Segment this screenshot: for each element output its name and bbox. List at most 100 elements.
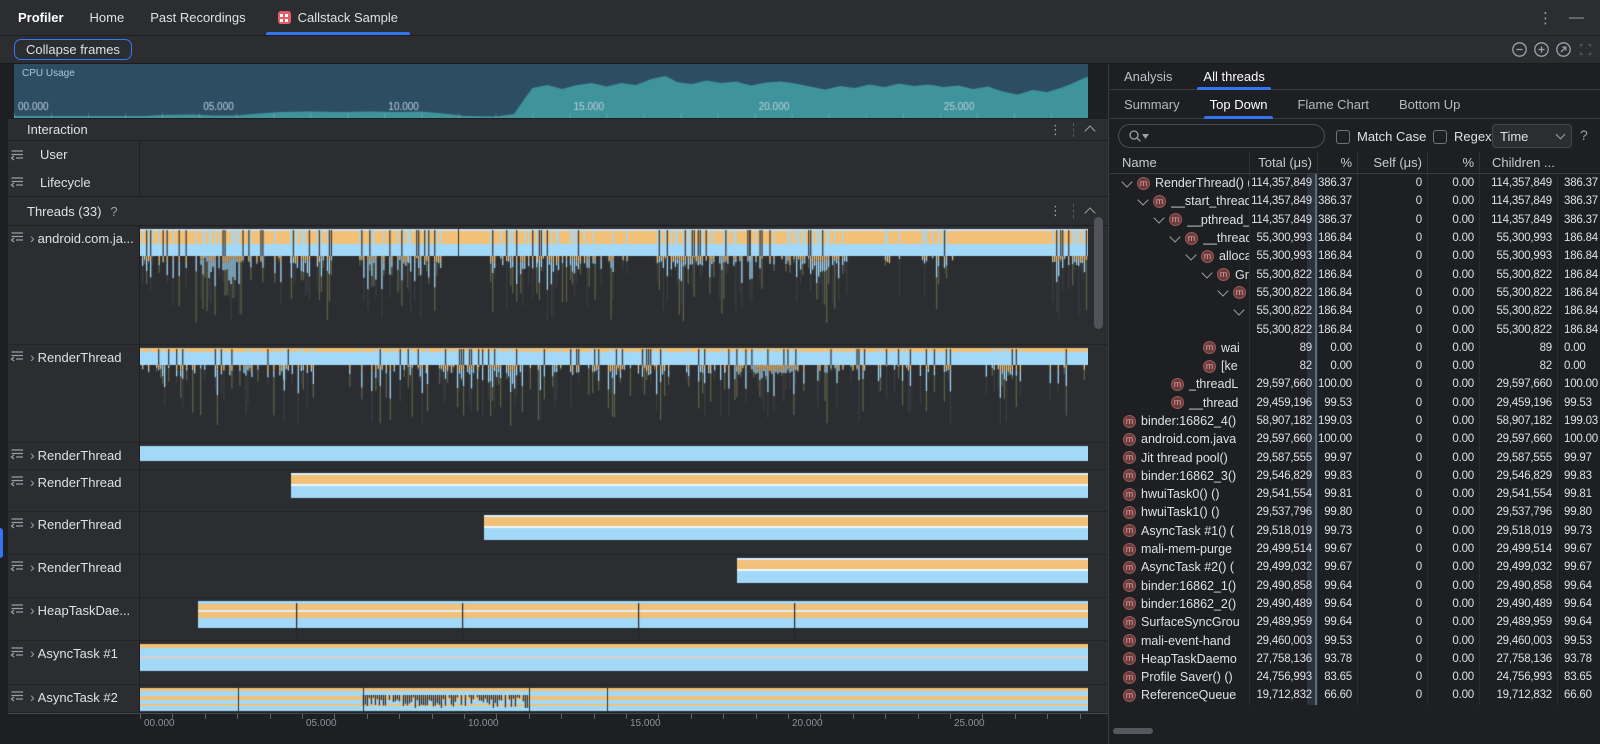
reset-zoom-icon[interactable] <box>1555 41 1572 58</box>
thread-track-canvas[interactable] <box>140 226 1088 345</box>
interaction-collapse-icon[interactable] <box>1084 125 1096 137</box>
regex-checkbox[interactable]: Regex <box>1433 129 1492 144</box>
table-row[interactable]: mGra55,300,822186.8400.0055,300,822186.8… <box>1110 265 1600 284</box>
column-header-self-pct[interactable]: % <box>1428 152 1480 173</box>
table-row[interactable]: m binder:16862_1() 29,490,858 99.64 0 0.00 29,… <box>1110 576 1600 595</box>
interaction-row-lifecycle[interactable]: Lifecycle <box>8 168 1108 196</box>
search-input[interactable] <box>1118 124 1325 148</box>
thread-track-canvas[interactable] <box>140 598 1088 641</box>
checkbox[interactable] <box>1433 129 1447 144</box>
horizontal-scrollbar[interactable] <box>1113 728 1153 734</box>
tab-all-threads[interactable]: All threads <box>1197 64 1271 90</box>
column-header-self[interactable]: Self (μs) <box>1358 152 1428 173</box>
table-row[interactable]: m AsyncTask #2() (29,499,032 99.67 0 0.00 29,… <box>1110 558 1600 577</box>
table-row[interactable]: m __thread 29,459,196 99.53 0 0.00 29,459,196 9… <box>1110 393 1600 412</box>
thread-track-canvas[interactable] <box>140 512 1088 555</box>
expand-chevron-icon[interactable]: › <box>30 474 35 490</box>
expand-chevron-icon[interactable]: › <box>30 447 35 463</box>
table-row[interactable]: m HeapTaskDaemo 27,758,136 93.78 0 0.00 27,758… <box>1110 649 1600 669</box>
zoom-in-icon[interactable] <box>1533 41 1550 58</box>
expand-chevron-icon[interactable]: › <box>30 645 35 661</box>
table-row[interactable]: m _threadL 29,597,660 100.00 0 0.00 29,597,660… <box>1110 375 1600 394</box>
search-field[interactable] <box>1154 127 1308 145</box>
table-row[interactable]: m [ke 82 0.00 0 0.00 82 0.00 <box>1110 356 1600 376</box>
threads-menu-icon[interactable]: ⋮ <box>1049 203 1062 218</box>
table-row[interactable]: m alloca 55,300,993 186.84 0 0.00 55,300,993 18… <box>1110 247 1600 266</box>
table-row[interactable]: m hwuiTask0() () 29,541,554 99.81 0 0.00 29,54… <box>1110 485 1600 504</box>
chevron-down-icon[interactable] <box>1153 212 1165 224</box>
chevron-down-icon[interactable] <box>1201 267 1213 279</box>
table-row[interactable]: m Profile Saver() () 24,756,993 83.65 0 0.00 2… <box>1110 668 1600 687</box>
thread-row-0[interactable]: › android.com.ja... <box>8 226 1108 345</box>
zoom-out-icon[interactable] <box>1511 41 1528 58</box>
column-header-children[interactable]: Children ... <box>1492 155 1555 170</box>
table-row[interactable]: m RenderThread() (114,357,849 386.37 0 0.00 1… <box>1110 174 1600 193</box>
tab-callstack-sample[interactable]: Callstack Sample <box>265 0 411 35</box>
expand-chevron-icon[interactable]: › <box>30 516 35 532</box>
column-header-total[interactable]: Total (μs) <box>1250 152 1318 173</box>
thread-track-canvas[interactable] <box>140 470 1088 512</box>
tool-window-stripe-indicator[interactable] <box>0 528 3 558</box>
filter-help-icon[interactable]: ? <box>1580 127 1588 143</box>
thread-track-canvas[interactable] <box>140 641 1088 685</box>
threads-help-icon[interactable]: ? <box>110 203 118 219</box>
chevron-down-icon[interactable] <box>1121 175 1133 188</box>
threads-collapse-icon[interactable] <box>1084 206 1096 219</box>
column-header-total-pct[interactable]: % <box>1318 152 1358 173</box>
subtab-top-down[interactable]: Top Down <box>1202 90 1276 119</box>
collapse-frames-button[interactable]: Collapse frames <box>14 39 132 60</box>
chevron-down-icon[interactable] <box>1233 304 1245 316</box>
expand-chevron-icon[interactable]: › <box>30 689 35 705</box>
table-row[interactable]: m binder:16862_4() 58,907,182 199.03 0 0.00 58… <box>1110 411 1600 431</box>
thread-row-4[interactable]: › RenderThread <box>8 512 1108 555</box>
thread-row-6[interactable]: › HeapTaskDae... <box>8 598 1108 641</box>
table-row[interactable]: m SurfaceSyncGrou 29,489,959 99.64 0 0.00 29,4… <box>1110 613 1600 632</box>
thread-row-1[interactable]: › RenderThread <box>8 345 1108 443</box>
chevron-down-icon[interactable] <box>1137 194 1149 206</box>
subtab-flame-chart[interactable]: Flame Chart <box>1297 96 1369 112</box>
table-row[interactable]: m hwuiTask1() () 29,537,796 99.80 0 0.00 29,53… <box>1110 503 1600 522</box>
table-row[interactable]: m wai 89 0.00 0 0.00 89 0.00 <box>1110 338 1600 357</box>
thread-row-8[interactable]: › AsyncTask #2 <box>8 685 1108 713</box>
cpu-usage-canvas[interactable] <box>14 64 1088 118</box>
chevron-down-icon[interactable] <box>1217 285 1229 298</box>
match-case-checkbox[interactable]: Match Case <box>1336 129 1426 144</box>
threads-section-header[interactable]: Threads (33) ? ⋮ <box>8 196 1108 226</box>
thread-track-canvas[interactable] <box>140 685 1088 713</box>
minimize-icon[interactable]: — <box>1569 9 1584 26</box>
expand-chevron-icon[interactable]: › <box>30 602 35 618</box>
interaction-menu-icon[interactable]: ⋮ <box>1049 121 1062 137</box>
checkbox[interactable] <box>1336 129 1350 144</box>
panel-divider[interactable] <box>1108 64 1109 744</box>
table-row[interactable]: m AsyncTask #1() (29,518,019 99.73 0 0.00 29,… <box>1110 521 1600 540</box>
table-row[interactable]: 55,300,822 186.84 0 0.00 55,300,822 186.84 <box>1110 320 1600 339</box>
tab-analysis[interactable]: Analysis <box>1124 69 1173 84</box>
table-row[interactable]: m__pthread_st114,357,849386.3700.00114,3… <box>1110 210 1600 229</box>
table-row[interactable]: m ReferenceQueue 19,712,832 66.60 0 0.00 19,71… <box>1110 686 1600 705</box>
chevron-down-icon[interactable] <box>1169 230 1181 243</box>
table-row[interactable]: m __start_thread 114,357,849 386.37 0 0.00 114… <box>1110 192 1600 211</box>
nav-item-past-recordings[interactable]: Past Recordings <box>150 10 246 25</box>
thread-track-canvas[interactable] <box>140 443 1088 470</box>
thread-row-2[interactable]: › RenderThread <box>8 443 1108 470</box>
table-row[interactable]: m android.com.java 29,597,660 100.00 0 0.00 29… <box>1110 430 1600 449</box>
table-row[interactable]: m Jit thread pool() 29,587,555 99.97 0 0.00 29… <box>1110 448 1600 467</box>
subtab-bottom-up[interactable]: Bottom Up <box>1398 96 1461 112</box>
interaction-section-header[interactable]: Interaction ⋮ <box>8 118 1108 141</box>
more-options-icon[interactable]: ⋮ <box>1538 9 1553 27</box>
timeline-ruler[interactable]: 00.000 05.000 10.000 15.000 20.000 25.000 <box>8 713 1108 731</box>
expand-chevron-icon[interactable]: › <box>30 559 35 575</box>
column-header-name[interactable]: Name <box>1110 152 1250 173</box>
subtab-summary[interactable]: Summary <box>1124 96 1180 112</box>
cpu-usage-chart[interactable]: CPU Usage <box>14 64 1088 118</box>
vertical-scrollbar[interactable] <box>1094 217 1103 329</box>
table-row[interactable]: m mali-event-hand 29,460,003 99.53 0 0.00 29,4… <box>1110 631 1600 650</box>
nav-item-home[interactable]: Home <box>89 10 125 25</box>
chevron-down-icon[interactable] <box>1185 249 1197 261</box>
table-row[interactable]: m mali-mem-purge 29,499,514 99.67 0 0.00 29,49… <box>1110 539 1600 559</box>
interaction-row-user[interactable]: User <box>8 141 1108 168</box>
thread-row-5[interactable]: › RenderThread <box>8 555 1108 598</box>
table-row[interactable]: m binder:16862_3() 29,546,829 99.83 0 0.00 29,… <box>1110 466 1600 486</box>
